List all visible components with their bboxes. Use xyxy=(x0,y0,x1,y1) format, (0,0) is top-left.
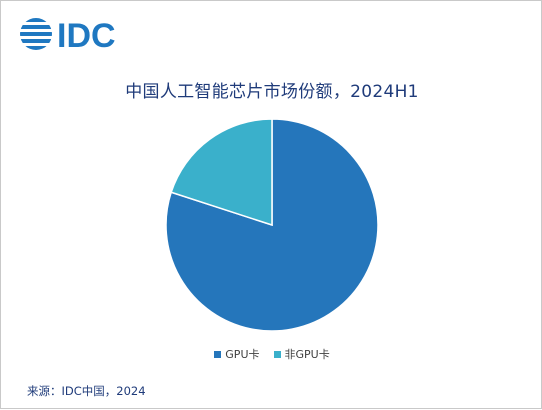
legend-item-gpu: GPU卡 xyxy=(214,346,260,362)
chart-title: 中国人工智能芯片市场份额，2024H1 xyxy=(125,82,419,102)
idc-logo-mark: IDC xyxy=(20,17,116,53)
legend-item-non-gpu: 非GPU卡 xyxy=(273,346,330,362)
legend-swatch-gpu xyxy=(214,350,222,358)
pie-slice-gpu xyxy=(165,118,379,332)
source-note: 来源：IDC中国，2024 xyxy=(27,384,146,398)
pie-slice-non-gpu xyxy=(170,118,273,227)
legend-swatch-non-gpu xyxy=(273,350,281,358)
legend-label-non-gpu: 非GPU卡 xyxy=(284,348,330,361)
idc-logo: IDC xyxy=(19,15,139,53)
legend: GPU卡 非GPU卡 xyxy=(1,346,542,362)
svg-text:IDC: IDC xyxy=(57,17,116,53)
legend-label-gpu: GPU卡 xyxy=(225,348,260,361)
